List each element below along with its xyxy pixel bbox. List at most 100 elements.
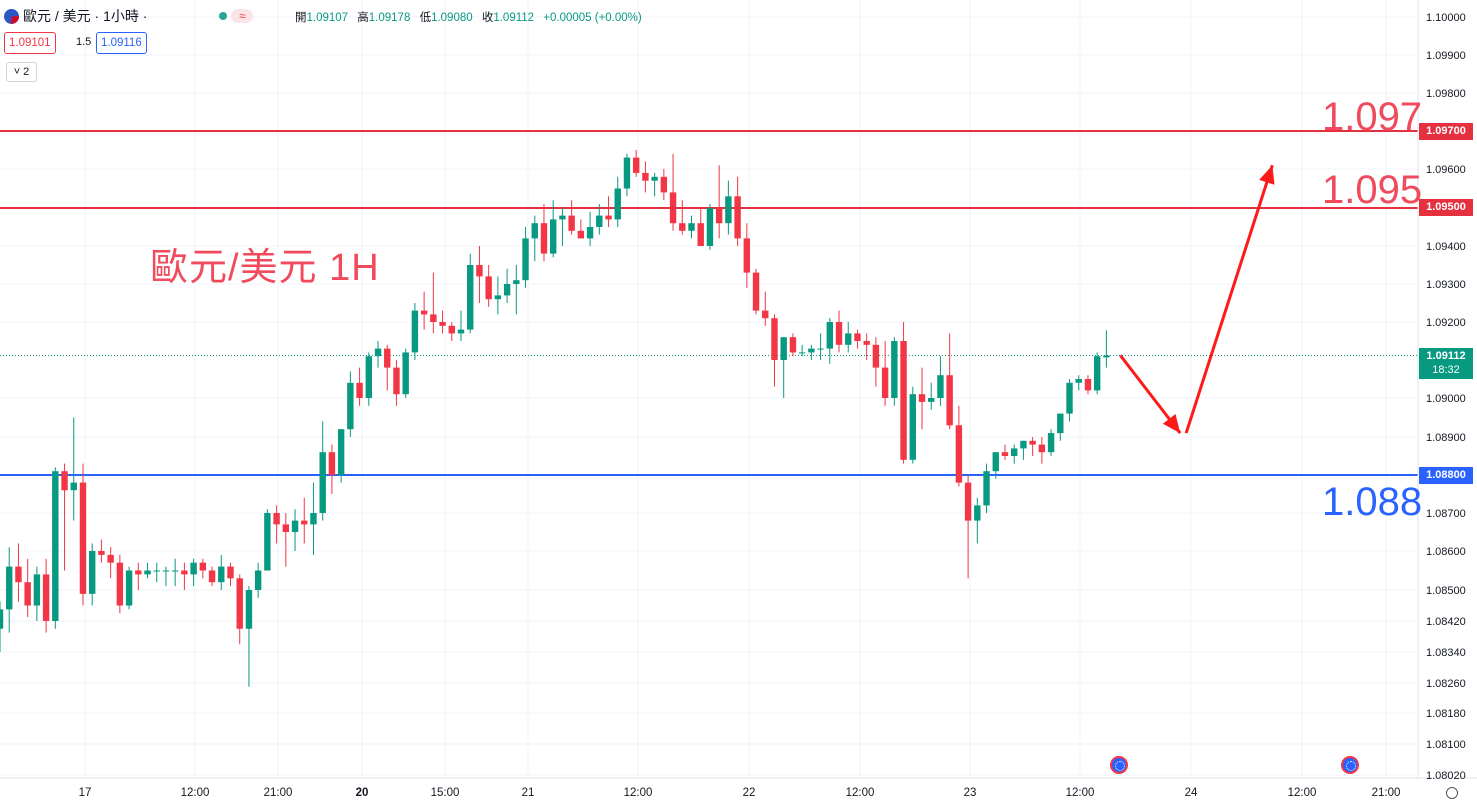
candle-body: [863, 341, 870, 345]
candle-down: [439, 310, 446, 334]
price-axis-tick-label: 1.09800: [1426, 88, 1466, 100]
ohlc-legend: 開1.09107 高1.09178 低1.09080 收1.09112 +0.0…: [295, 9, 648, 25]
market-open-icon: [219, 12, 228, 20]
candle-down: [485, 265, 492, 307]
chart-grid: [0, 0, 1418, 778]
candle-up: [688, 215, 695, 239]
candle-down: [79, 463, 87, 606]
wave-icon[interactable]: ≈: [231, 9, 254, 23]
candle-down: [420, 291, 428, 330]
candle-down: [448, 322, 455, 341]
candle-body: [845, 333, 852, 345]
candle-down: [1084, 375, 1092, 395]
buy-price-button[interactable]: 1.09116: [96, 32, 147, 54]
candle-body: [70, 482, 77, 491]
candle-up: [1093, 352, 1101, 395]
candle-down: [752, 268, 760, 315]
candle-body: [872, 344, 880, 368]
candle-down: [762, 291, 769, 326]
candle-body: [881, 367, 889, 398]
candle-body: [586, 227, 594, 239]
candle-body: [1103, 355, 1110, 358]
candle-body: [1075, 379, 1082, 383]
candle-body: [522, 238, 529, 281]
candle-down: [273, 505, 280, 544]
candle-body: [513, 280, 520, 284]
candle-up: [1047, 429, 1055, 456]
time-axis-tick-label: 12:00: [624, 787, 653, 799]
candle-body: [1057, 413, 1064, 434]
candle-up: [559, 208, 566, 246]
candle-up: [596, 204, 603, 235]
candle-body: [651, 176, 658, 181]
candle-down: [697, 208, 704, 246]
candle-up: [623, 153, 631, 197]
candle-down: [98, 539, 105, 563]
candle-body: [171, 570, 179, 572]
candle-body: [291, 520, 299, 532]
candle-body: [614, 188, 621, 220]
candle-up: [245, 586, 253, 687]
candle-body: [125, 570, 133, 606]
indicators-toggle[interactable]: ˅ 2: [6, 62, 37, 82]
time-axis-tick-label: 12:00: [1066, 787, 1095, 799]
low-value: 1.09080: [431, 12, 473, 24]
candle-up: [522, 227, 529, 288]
price-tag-1097: 1.09700: [1419, 123, 1473, 140]
price-axis-tick-label: 1.08700: [1426, 508, 1466, 520]
projection-arrows: [1119, 164, 1275, 435]
candle-down: [227, 562, 234, 587]
candle-down: [835, 310, 843, 353]
settings-gear-icon[interactable]: [1446, 787, 1458, 799]
candle-body: [706, 208, 714, 246]
candle-body: [1093, 356, 1101, 391]
candle-down: [236, 574, 243, 645]
candle-body: [393, 367, 400, 395]
candle-body: [734, 196, 741, 239]
price-axis-tick-label: 1.09400: [1426, 241, 1466, 253]
candle-body: [928, 398, 935, 402]
candle-body: [347, 382, 354, 430]
candle-up: [52, 467, 59, 629]
candle-down: [715, 165, 723, 239]
candle-body: [559, 215, 566, 220]
candle-down: [1038, 437, 1046, 464]
price-axis-tick-label: 1.08340: [1426, 647, 1466, 659]
close-value: 1.09112: [493, 12, 535, 24]
candle-up: [798, 344, 806, 357]
candle-down: [24, 558, 31, 618]
candle-down: [679, 200, 686, 235]
economic-event-icon[interactable]: [1341, 756, 1359, 774]
candle-body: [752, 272, 760, 311]
symbol-header[interactable]: 歐元 / 美元 · 1小時 · ≈: [4, 6, 254, 26]
sell-price-button[interactable]: 1.09101: [4, 32, 56, 54]
time-axis-tick-label: 12:00: [1288, 787, 1317, 799]
candle-up: [531, 215, 538, 262]
symbol-title[interactable]: 歐元 / 美元 · 1小時 ·: [23, 8, 148, 24]
candle-body: [1020, 440, 1027, 449]
candle-up: [808, 344, 815, 360]
candle-body: [762, 310, 769, 319]
candle-up: [291, 509, 299, 551]
candle-body: [356, 382, 363, 398]
candle-down: [15, 543, 22, 602]
candle-body: [6, 566, 13, 610]
candle-body: [218, 566, 225, 583]
candle-body: [918, 394, 926, 402]
candle-up: [457, 310, 465, 341]
candle-up: [992, 452, 999, 479]
candle-body: [227, 566, 234, 579]
candle-body: [605, 215, 612, 220]
economic-event-icon[interactable]: [1110, 756, 1128, 774]
candle-body: [577, 230, 585, 239]
candle-body: [660, 176, 668, 193]
current-price-tag: 1.09112 18:32: [1419, 348, 1473, 379]
candle-body: [891, 341, 898, 398]
candle-body: [310, 513, 317, 525]
candle-up: [347, 371, 354, 437]
candle-body: [854, 333, 861, 341]
candle-up: [826, 318, 833, 364]
candle-down: [384, 344, 391, 391]
projection-arrow-line: [1184, 164, 1274, 434]
